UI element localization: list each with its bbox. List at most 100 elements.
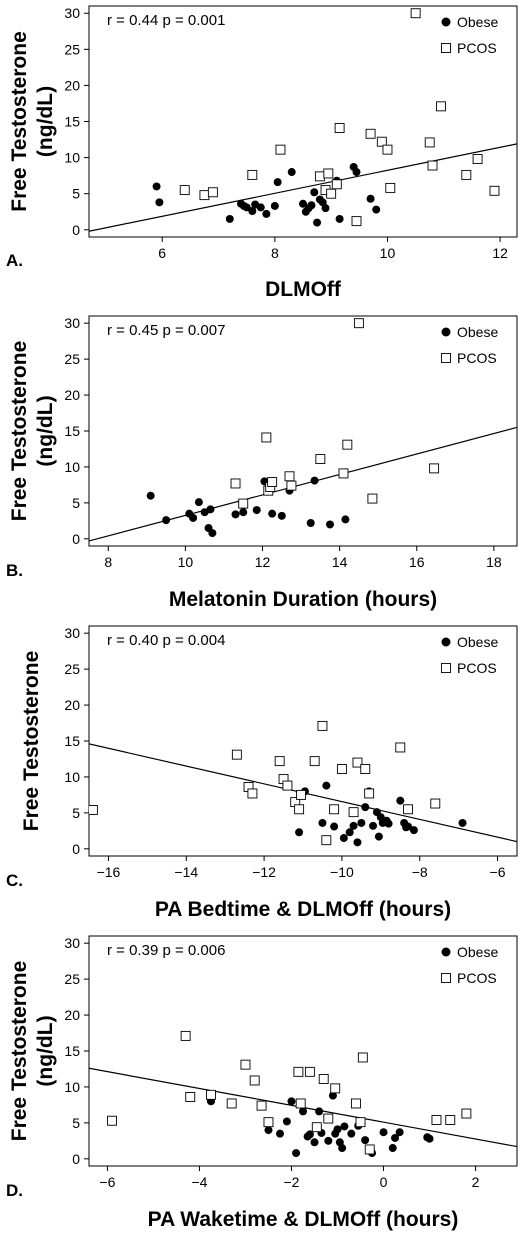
data-point-obese [305,1130,314,1139]
data-point-obese [366,194,375,203]
data-point-pcos [342,439,353,450]
data-point-obese [379,1128,388,1137]
data-point-obese [306,519,315,527]
data-point-obese [374,832,383,841]
data-point-pcos [364,788,375,799]
x-axis-label: PA Waketime & DLMOff (hours) [148,1208,459,1231]
legend-label-pcos: PCOS [457,350,497,366]
data-point-obese [338,1144,347,1153]
data-point-obese [409,826,418,835]
y-tick-label: 5 [72,1115,80,1131]
data-point-pcos [89,805,98,815]
data-point-pcos [315,454,326,464]
y-tick-label: 10 [64,1079,80,1095]
data-point-obese [310,1138,319,1147]
legend-label-obese: Obese [457,634,498,650]
data-point-pcos [385,182,396,193]
x-tick-label: −14 [174,864,198,880]
legend-marker-obese [441,947,451,957]
data-point-pcos [238,498,249,509]
data-layer [89,318,517,542]
data-point-obese [315,1107,324,1116]
y-tick-label: 15 [64,114,80,130]
data-point-pcos [256,1100,267,1111]
data-point-pcos [180,1030,191,1041]
data-point-obese [256,203,265,212]
x-tick-label: 16 [409,554,425,570]
x-tick-label: 10 [178,554,194,570]
data-point-pcos [472,154,483,164]
legend-marker-obese [441,327,451,337]
data-point-pcos [427,160,438,171]
data-point-obese [292,1149,301,1158]
data-point-obese [206,505,215,514]
correlation-annotation: r = 0.44 p = 0.001 [107,12,225,29]
y-tick-label: 0 [72,531,80,547]
data-point-pcos [293,1066,304,1077]
data-point-obese [225,214,234,223]
data-point-pcos [230,478,241,489]
y-tick-label: 20 [64,1007,80,1023]
y-axis-label-line1: Free Testosterone [8,961,31,1142]
data-point-pcos [275,144,286,155]
data-point-obese [299,1107,307,1116]
data-point-pcos [326,188,337,199]
data-point-pcos [364,1144,375,1155]
x-tick-label: 18 [486,554,502,570]
data-point-obese [361,803,370,812]
legend-marker-pcos [441,353,451,363]
panel-label: C. [6,871,23,890]
correlation-annotation: r = 0.40 p = 0.004 [107,632,225,649]
x-axis-label: Melatonin Duration (hours) [169,588,437,611]
data-point-pcos [431,1115,442,1125]
data-point-obese [458,818,467,827]
y-tick-label: 5 [72,805,80,821]
x-axis-label: PA Bedtime & DLMOff (hours) [155,898,451,921]
data-point-obese [252,506,261,515]
data-layer [89,720,517,847]
y-tick-label: 20 [64,697,80,713]
data-point-pcos [323,168,334,179]
y-axis-label: Free Testosterone (ng/dL) [8,961,57,1142]
data-point-obese [268,509,277,518]
y-tick-label: 5 [72,495,80,511]
data-point-obese [396,796,405,805]
data-point-pcos [429,463,440,474]
data-point-obese [384,819,393,828]
data-point-obese [349,821,358,830]
y-tick-label: 20 [64,387,80,403]
data-point-pcos [334,123,345,133]
data-point-obese [352,168,361,177]
data-point-obese [264,1126,273,1135]
data-point-obese [155,198,164,207]
data-point-pcos [330,1083,341,1094]
panel-label: D. [6,1181,23,1200]
x-tick-label: 6 [158,245,166,261]
data-point-obese [146,491,155,500]
data-point-pcos [317,720,328,731]
data-point-obese [282,1117,291,1126]
data-point-pcos [424,137,435,148]
panel-label: B. [6,561,23,580]
y-tick-label: 25 [64,351,80,367]
data-point-pcos [382,144,393,155]
data-point-obese [341,515,350,524]
data-point-pcos [286,480,297,491]
plot-frame [88,935,518,1167]
x-tick-label: −4 [191,1174,207,1190]
data-point-pcos [331,179,342,190]
data-point-pcos [295,1098,306,1109]
data-point-pcos [240,1059,251,1070]
x-tick-label: −12 [252,864,276,880]
x-tick-label: −8 [412,864,428,880]
x-tick-label: −6 [490,864,506,880]
correlation-annotation: r = 0.39 p = 0.006 [107,942,225,959]
data-point-pcos [185,1092,196,1102]
y-tick-label: 30 [64,315,80,331]
plot-frame [88,625,518,857]
y-tick-label: 15 [64,733,80,749]
x-tick-label: −2 [284,1174,300,1190]
data-point-obese [325,520,334,529]
data-point-pcos [282,780,293,791]
